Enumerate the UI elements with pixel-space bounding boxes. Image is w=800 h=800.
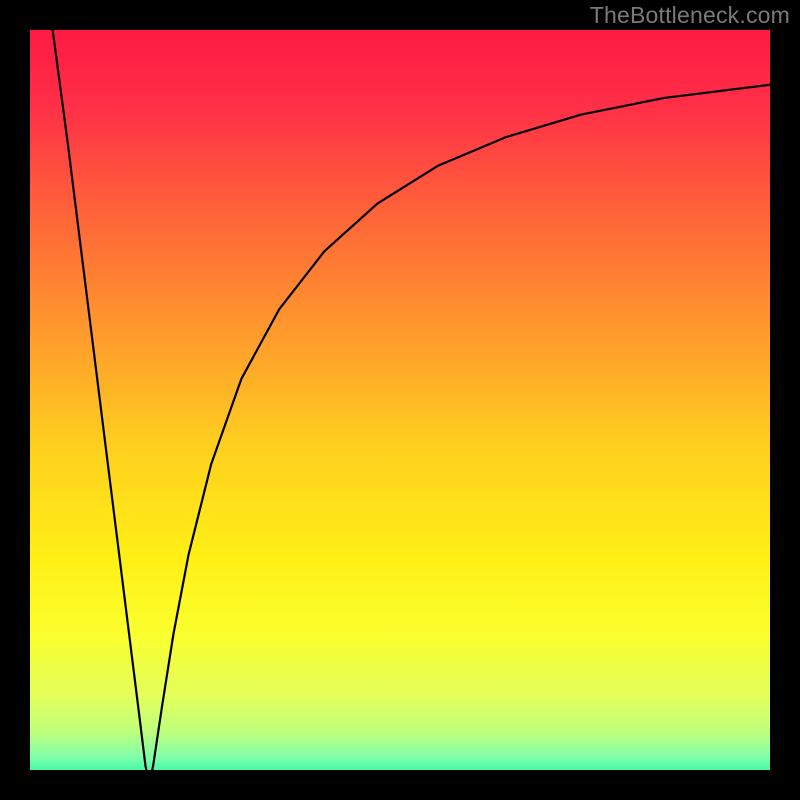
chart-svg: [0, 0, 800, 800]
plot-background: [30, 30, 785, 785]
bottleneck-chart: TheBottleneck.com: [0, 0, 800, 800]
watermark-text: TheBottleneck.com: [590, 2, 790, 29]
